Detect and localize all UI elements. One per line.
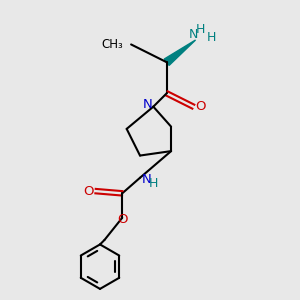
Text: O: O — [83, 184, 94, 198]
Text: H: H — [149, 177, 158, 190]
Text: H: H — [207, 31, 216, 44]
Text: N: N — [189, 28, 198, 41]
Text: N: N — [143, 98, 153, 111]
Text: CH₃: CH₃ — [102, 38, 123, 51]
Text: N: N — [142, 173, 152, 186]
Polygon shape — [164, 40, 196, 65]
Text: H: H — [195, 23, 205, 36]
Text: O: O — [117, 213, 128, 226]
Text: O: O — [195, 100, 206, 113]
